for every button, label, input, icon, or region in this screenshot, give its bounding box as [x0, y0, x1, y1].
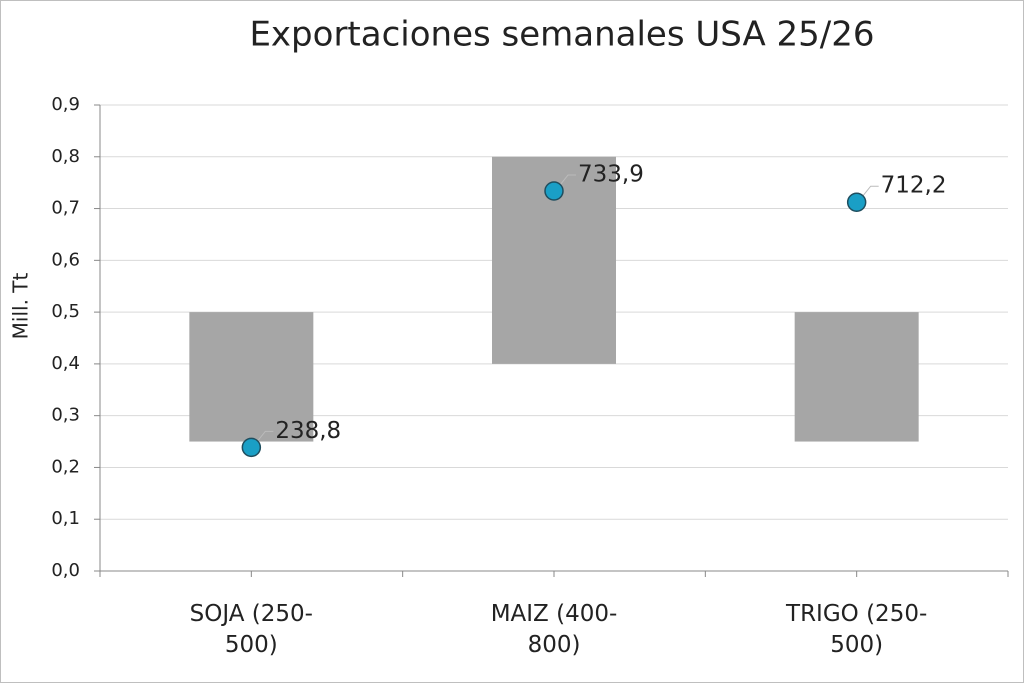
point — [846, 192, 867, 212]
data-label: 733,9 — [578, 162, 644, 188]
y-tick-label: 0,2 — [51, 456, 80, 477]
x-tick-label: TRIGO (250-500) — [786, 601, 928, 658]
leader-line — [256, 430, 274, 442]
data-label: 712,2 — [881, 173, 947, 199]
point — [241, 437, 262, 458]
data-label: 238,8 — [275, 418, 341, 444]
y-tick-label: 0,9 — [51, 94, 80, 115]
y-tick-label: 0,0 — [51, 560, 80, 581]
range-bar — [794, 312, 919, 442]
y-tick-label: 0,5 — [51, 301, 80, 322]
point — [544, 181, 564, 201]
range-bar — [189, 312, 314, 442]
y-axis-label: Mill. Tt — [9, 272, 33, 339]
y-tick-label: 0,8 — [51, 146, 80, 167]
chart-title: Exportaciones semanales USA 25/26 — [249, 15, 874, 55]
y-tick-label: 0,6 — [51, 249, 80, 270]
y-tick-label: 0,4 — [51, 353, 80, 374]
leader-line — [559, 174, 576, 186]
x-tick-label: SOJA (250-500) — [189, 601, 313, 658]
y-tick-label: 0,1 — [51, 508, 80, 529]
y-tick-label: 0,3 — [51, 405, 80, 426]
leader-line — [862, 185, 879, 197]
y-tick-label: 0,7 — [51, 198, 80, 219]
x-tick-label: MAIZ (400-800) — [490, 601, 618, 658]
